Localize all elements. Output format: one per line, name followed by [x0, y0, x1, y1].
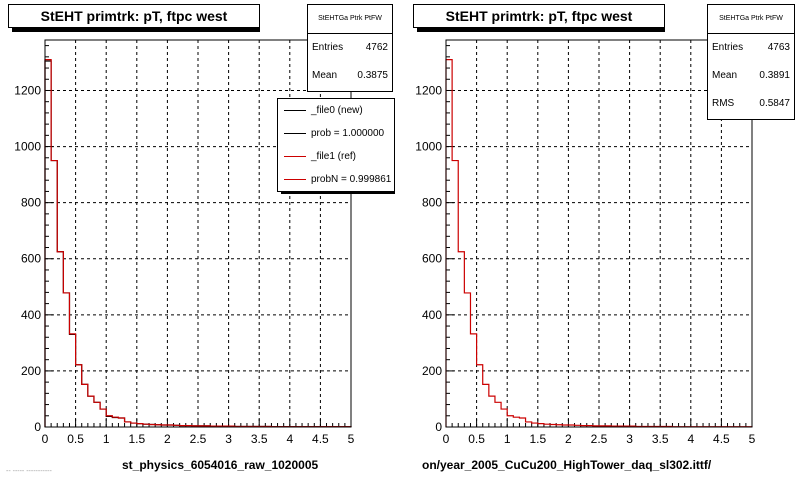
x-tick-label: 1.5: [128, 432, 145, 446]
stats-row-entries: Entries 4763: [708, 34, 794, 62]
legend-entry: _file0 (new): [278, 99, 394, 122]
legend: _file0 (new) prob = 1.000000 _file1 (ref…: [277, 98, 395, 192]
x-tick-label: 2: [164, 432, 171, 446]
legend-label: probN = 0.999861: [311, 174, 392, 185]
x-axis-label: st_physics_6054016_raw_1020005: [122, 458, 319, 472]
stats-value: 4762: [365, 42, 388, 53]
y-tick-label: 1200: [415, 83, 442, 97]
stats-label: Mean: [712, 70, 738, 81]
x-tick-label: 2.5: [190, 432, 207, 446]
stats-value: 0.3891: [759, 70, 790, 81]
histogram-pad-left: 0 0.5 1 1.5 2 2.5 3 3.5 4 4.5 5 0 200 400 600 800 1000 12…: [0, 0, 395, 480]
x-tick-label: 2.5: [591, 432, 608, 446]
x-tick-label: 1.5: [529, 432, 546, 446]
stats-row-mean: Mean 0.3891: [708, 62, 794, 90]
x-tick-label: 3: [626, 432, 633, 446]
stats-value: 0.5847: [759, 98, 790, 109]
legend-swatch-ref: [284, 156, 306, 157]
stats-value: 4763: [767, 42, 790, 53]
x-tick-label: 0: [42, 432, 49, 446]
stats-row-mean: Mean 0.3875: [308, 62, 392, 90]
stats-box: StEHTGa Ptrk PtFW Entries 4762 Mean 0.38…: [307, 4, 393, 92]
y-tick-label: 1000: [14, 140, 41, 154]
y-tick-label: 1000: [415, 140, 442, 154]
x-tick-label: 2: [565, 432, 572, 446]
chart-title: StEHT primtrk: pT, ftpc west: [413, 4, 665, 28]
stats-box: StEHTGa Ptrk PtFW Entries 4763 Mean 0.38…: [707, 4, 795, 120]
x-tick-label: 5: [348, 432, 355, 446]
legend-entry: prob = 1.000000: [278, 122, 394, 145]
footer-note: -- ----- -----------: [6, 468, 52, 475]
legend-entry: probN = 0.999861: [278, 168, 394, 191]
y-tick-label: 1200: [14, 83, 41, 97]
stats-row-rms: RMS 0.5847: [708, 90, 794, 118]
legend-swatch-probn: [284, 179, 306, 180]
x-tick-label: 3.5: [251, 432, 268, 446]
legend-swatch-prob: [284, 133, 306, 134]
plot-frame: [44, 39, 352, 428]
chart-title: StEHT primtrk: pT, ftpc west: [8, 4, 260, 28]
legend-entry: _file1 (ref): [278, 145, 394, 168]
stats-name: StEHTGa Ptrk PtFW: [308, 5, 392, 34]
stats-label: Mean: [312, 70, 338, 81]
x-tick-label: 3.5: [652, 432, 669, 446]
y-tick-label: 200: [422, 364, 442, 378]
x-tick-label: 1: [103, 432, 110, 446]
legend-label: _file1 (ref): [311, 151, 357, 162]
x-tick-label: 4: [687, 432, 694, 446]
x-tick-label: 0: [443, 432, 450, 446]
stats-label: Entries: [712, 42, 744, 53]
histogram-right: 0 0.5 1 1.5 2 2.5 3 3.5 4 4.5 5 0 200 400 600 800 1000 12…: [415, 39, 756, 446]
x-tick-label: 1: [504, 432, 511, 446]
x-tick-label: 0.5: [468, 432, 485, 446]
legend-label: _file0 (new): [311, 105, 363, 116]
y-tick-label: 400: [21, 308, 41, 322]
x-tick-label: 4.5: [312, 432, 329, 446]
y-tick-label: 800: [21, 196, 41, 210]
stats-row-entries: Entries 4762: [308, 34, 392, 62]
stats-value: 0.3875: [357, 70, 388, 81]
stats-name: StEHTGa Ptrk PtFW: [708, 5, 794, 34]
histogram-pad-right: 0 0.5 1 1.5 2 2.5 3 3.5 4 4.5 5 0 200 400 600 800 1000 12…: [405, 0, 800, 480]
x-tick-label: 4: [286, 432, 293, 446]
x-tick-label: 4.5: [713, 432, 730, 446]
legend-swatch-new: [284, 110, 306, 111]
x-tick-label: 5: [749, 432, 756, 446]
histogram-left: 0 0.5 1 1.5 2 2.5 3 3.5 4 4.5 5 0 200 400 600 800 1000 12…: [14, 39, 355, 446]
x-tick-label: 0.5: [67, 432, 84, 446]
y-tick-label: 400: [422, 308, 442, 322]
y-tick-label: 0: [435, 420, 442, 434]
y-tick-label: 200: [21, 364, 41, 378]
x-axis-label: on/year_2005_CuCu200_HighTower_daq_sl302…: [422, 458, 712, 472]
y-tick-label: 600: [422, 252, 442, 266]
y-tick-label: 600: [21, 252, 41, 266]
plot-frame: [445, 39, 753, 428]
legend-label: prob = 1.000000: [311, 128, 385, 139]
y-tick-label: 0: [34, 420, 41, 434]
y-tick-label: 800: [422, 196, 442, 210]
stats-label: RMS: [712, 98, 735, 109]
x-tick-label: 3: [225, 432, 232, 446]
stats-label: Entries: [312, 42, 344, 53]
